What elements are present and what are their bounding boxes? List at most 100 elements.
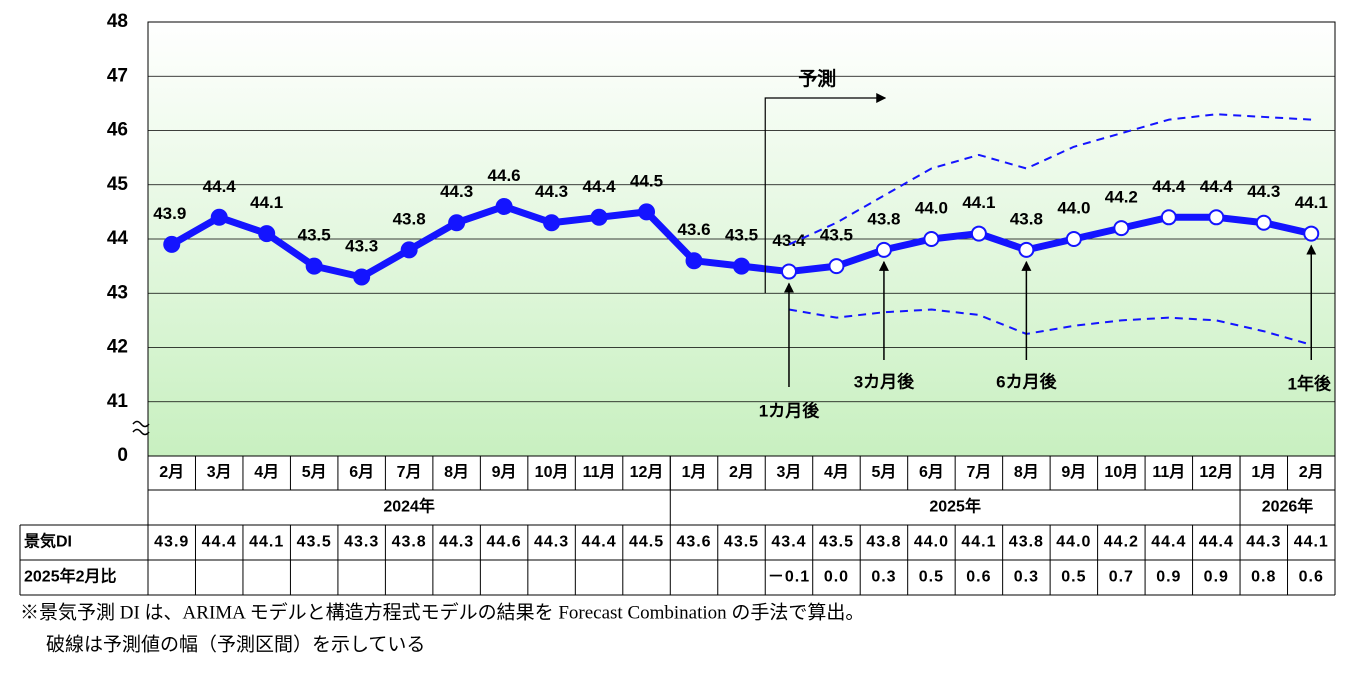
- forecast-bracket: [764, 93, 887, 294]
- value-label: 44.4: [583, 177, 617, 196]
- table-cell: 44.2: [1104, 534, 1139, 551]
- marker: [258, 225, 276, 243]
- x-tick-label: 3月: [207, 463, 232, 481]
- value-label: 44.4: [1200, 177, 1234, 196]
- table-cell: 44.1: [961, 534, 996, 551]
- value-label: 44.3: [1247, 182, 1280, 201]
- table-cell: 0.9: [1156, 569, 1181, 586]
- table-cell: 43.8: [866, 534, 901, 551]
- table-cell: 44.3: [439, 534, 474, 551]
- marker: [685, 252, 703, 270]
- value-label: 44.4: [203, 177, 237, 196]
- y-tick-label: 0: [117, 445, 128, 466]
- marker: [305, 257, 323, 275]
- marker: [1160, 209, 1177, 226]
- x-tick-label: 7月: [966, 463, 991, 481]
- x-tick-label: 6月: [919, 463, 944, 481]
- table-cell: 44.4: [202, 534, 237, 551]
- table-cell: 0.0: [824, 569, 849, 586]
- x-tick-label: 1月: [682, 463, 707, 481]
- value-label: 43.6: [677, 220, 710, 239]
- table-cell: 44.4: [1151, 534, 1186, 551]
- marker: [828, 258, 845, 275]
- value-label: 43.8: [393, 209, 426, 228]
- marker: [448, 214, 466, 232]
- value-label: 44.0: [915, 198, 948, 217]
- table-cell: 0.6: [966, 569, 991, 586]
- x-tick-label: 11月: [1152, 463, 1185, 481]
- x-tick-label: 12月: [1199, 463, 1233, 481]
- marker: [590, 208, 608, 226]
- row-label: 2025年2月比: [24, 567, 117, 586]
- axis-break: [132, 420, 150, 436]
- y-tick-label: 47: [107, 65, 128, 86]
- marker: [875, 241, 892, 258]
- table-cell: 43.5: [819, 534, 854, 551]
- marker: [1113, 220, 1130, 237]
- x-tick-label: 3月: [777, 463, 802, 481]
- table-cell: 43.6: [676, 534, 711, 551]
- marker: [163, 235, 181, 253]
- table-cell: 0.3: [1014, 569, 1039, 586]
- marker: [400, 241, 418, 259]
- x-tick-label: 8月: [444, 463, 469, 481]
- marker: [210, 208, 228, 226]
- y-tick-label: 43: [107, 282, 128, 303]
- value-label: 44.1: [962, 193, 995, 212]
- annotation: 6カ月後: [996, 371, 1057, 391]
- x-tick-label: 4月: [254, 463, 279, 481]
- table-cell: 0.5: [1061, 569, 1086, 586]
- marker: [1018, 241, 1035, 258]
- interval-line: [788, 308, 1312, 346]
- x-tick-label: 11月: [583, 463, 616, 481]
- value-label: 43.5: [820, 226, 853, 245]
- table-cell: 44.1: [249, 534, 284, 551]
- value-label: 44.5: [630, 171, 663, 190]
- annotation: 3カ月後: [854, 371, 915, 391]
- table-cell: 44.6: [487, 534, 522, 551]
- table-cell: 43.9: [154, 534, 189, 551]
- marker: [923, 231, 940, 247]
- marker: [1208, 209, 1225, 226]
- annotation: 1年後: [1288, 373, 1332, 393]
- value-label: 43.8: [867, 209, 900, 228]
- y-tick-label: 41: [107, 391, 129, 412]
- marker: [1065, 231, 1082, 247]
- value-label: 44.1: [1295, 193, 1328, 212]
- table-cell: 0.8: [1251, 569, 1276, 586]
- table-cell: 44.3: [1246, 534, 1281, 551]
- y-tick-label: 48: [107, 11, 128, 32]
- marker: [353, 268, 371, 286]
- table-cell: 43.8: [1009, 534, 1044, 551]
- marker: [1303, 225, 1320, 242]
- table-cell: 43.5: [724, 534, 759, 551]
- x-tick-label: 12月: [630, 463, 664, 481]
- x-tick-label: 9月: [1061, 463, 1086, 481]
- x-tick-label: 6月: [349, 463, 374, 481]
- value-label: 44.3: [440, 182, 473, 201]
- y-tick-label: 42: [107, 337, 128, 358]
- year-label: 2026年: [1262, 497, 1314, 516]
- table-cell: 44.4: [1199, 534, 1234, 551]
- y-tick-label: 45: [107, 174, 129, 195]
- value-label: 44.1: [250, 193, 283, 212]
- y-tick-label: 44: [107, 228, 129, 249]
- value-label: 44.0: [1057, 198, 1090, 217]
- table-cell: 44.0: [1056, 534, 1091, 551]
- marker: [638, 203, 656, 221]
- table-cell: 44.5: [629, 534, 664, 551]
- table-cell: 44.4: [581, 534, 616, 551]
- note: 破線は予測値の幅（予測区間）を示している: [46, 633, 425, 655]
- table-cell: 43.4: [771, 534, 806, 551]
- x-tick-label: 7月: [397, 463, 422, 481]
- marker: [1255, 214, 1272, 231]
- x-tick-label: 2月: [729, 463, 754, 481]
- value-label: 44.6: [488, 166, 521, 185]
- annotation: 1カ月後: [759, 400, 820, 420]
- x-tick-label: 8月: [1014, 463, 1039, 481]
- table-cell: 0.5: [919, 569, 944, 586]
- x-tick-label: 5月: [871, 463, 896, 481]
- x-tick-label: 4月: [824, 463, 849, 481]
- year-label: 2024年: [383, 497, 435, 516]
